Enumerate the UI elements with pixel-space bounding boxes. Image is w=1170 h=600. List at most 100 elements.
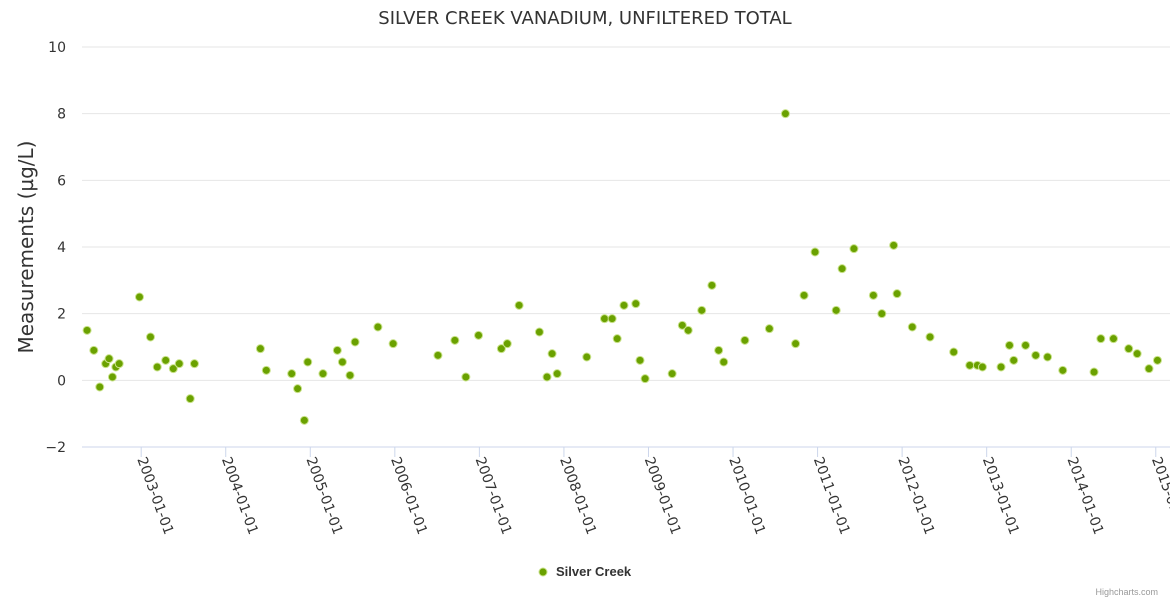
- x-axis-ticks: 2003-01-01 2004-01-01 2005-01-01 2006-01-01…: [133, 447, 1170, 537]
- x-tick-label: 2006-01-01: [387, 455, 430, 537]
- data-point[interactable]: [89, 345, 99, 355]
- x-tick-label: 2010-01-01: [725, 455, 768, 537]
- data-point[interactable]: [373, 322, 383, 332]
- data-point[interactable]: [683, 325, 693, 335]
- data-point[interactable]: [255, 344, 265, 354]
- data-point[interactable]: [134, 292, 144, 302]
- chart-title: SILVER CREEK VANADIUM, UNFILTERED TOTAL: [378, 8, 791, 29]
- data-point[interactable]: [996, 362, 1006, 372]
- data-point[interactable]: [95, 382, 105, 392]
- data-point[interactable]: [433, 350, 443, 360]
- data-point[interactable]: [461, 372, 471, 382]
- x-tick-label: 2008-01-01: [556, 455, 599, 537]
- data-point[interactable]: [764, 324, 774, 334]
- data-point[interactable]: [1144, 364, 1154, 374]
- data-point[interactable]: [145, 332, 155, 342]
- data-point[interactable]: [799, 290, 809, 300]
- data-point[interactable]: [810, 247, 820, 257]
- data-point[interactable]: [1058, 365, 1068, 375]
- data-point[interactable]: [977, 362, 987, 372]
- data-point[interactable]: [719, 357, 729, 367]
- data-point[interactable]: [600, 314, 610, 324]
- data-point[interactable]: [337, 357, 347, 367]
- data-point[interactable]: [582, 352, 592, 362]
- data-point[interactable]: [780, 109, 790, 119]
- data-point[interactable]: [791, 339, 801, 349]
- data-point[interactable]: [496, 344, 506, 354]
- legend[interactable]: Silver Creek: [538, 564, 632, 579]
- data-point[interactable]: [677, 320, 687, 330]
- data-point[interactable]: [892, 289, 902, 299]
- data-point[interactable]: [907, 322, 917, 332]
- data-point[interactable]: [667, 369, 677, 379]
- data-point[interactable]: [837, 264, 847, 274]
- data-point[interactable]: [640, 374, 650, 384]
- data-point[interactable]: [889, 240, 899, 250]
- data-point[interactable]: [965, 360, 975, 370]
- data-point[interactable]: [831, 305, 841, 315]
- data-point[interactable]: [514, 300, 524, 310]
- x-tick-label: 2013-01-01: [979, 455, 1022, 537]
- data-point[interactable]: [740, 335, 750, 345]
- data-point[interactable]: [619, 300, 629, 310]
- data-point[interactable]: [607, 314, 617, 324]
- data-point[interactable]: [303, 357, 313, 367]
- data-point[interactable]: [82, 325, 92, 335]
- data-point[interactable]: [1132, 349, 1142, 359]
- data-point[interactable]: [877, 309, 887, 319]
- y-axis-ticks: −2 0 2 4 6 8 10: [45, 40, 66, 456]
- data-point[interactable]: [299, 415, 309, 425]
- x-tick-label: 2007-01-01: [472, 455, 515, 537]
- data-point[interactable]: [697, 305, 707, 315]
- data-point[interactable]: [185, 394, 195, 404]
- data-point[interactable]: [925, 332, 935, 342]
- data-point[interactable]: [168, 364, 178, 374]
- data-point[interactable]: [318, 369, 328, 379]
- data-point[interactable]: [450, 335, 460, 345]
- data-point[interactable]: [534, 327, 544, 337]
- data-point[interactable]: [332, 345, 342, 355]
- data-point[interactable]: [1043, 352, 1053, 362]
- data-point[interactable]: [552, 369, 562, 379]
- data-point[interactable]: [350, 337, 360, 347]
- data-point[interactable]: [1096, 334, 1106, 344]
- data-point[interactable]: [1021, 340, 1031, 350]
- data-point[interactable]: [474, 330, 484, 340]
- data-point[interactable]: [1124, 344, 1134, 354]
- data-point[interactable]: [542, 372, 552, 382]
- data-point[interactable]: [502, 339, 512, 349]
- data-point[interactable]: [707, 280, 717, 290]
- data-point[interactable]: [152, 362, 162, 372]
- y-axis-label: Measurements (µg/L): [14, 141, 38, 354]
- data-point[interactable]: [104, 354, 114, 364]
- data-point[interactable]: [612, 334, 622, 344]
- data-point[interactable]: [631, 299, 641, 309]
- data-point[interactable]: [345, 370, 355, 380]
- data-point[interactable]: [1005, 340, 1015, 350]
- data-point[interactable]: [949, 347, 959, 357]
- data-point[interactable]: [635, 355, 645, 365]
- data-point[interactable]: [189, 359, 199, 369]
- data-point[interactable]: [868, 290, 878, 300]
- legend-label-silver-creek[interactable]: Silver Creek: [556, 564, 632, 579]
- data-point[interactable]: [161, 355, 171, 365]
- data-point[interactable]: [849, 244, 859, 254]
- data-point[interactable]: [714, 345, 724, 355]
- data-point[interactable]: [287, 369, 297, 379]
- data-point[interactable]: [1089, 367, 1099, 377]
- data-point[interactable]: [174, 359, 184, 369]
- data-point[interactable]: [107, 372, 117, 382]
- data-point[interactable]: [1108, 334, 1118, 344]
- data-point[interactable]: [547, 349, 557, 359]
- data-point[interactable]: [1009, 355, 1019, 365]
- data-point[interactable]: [1152, 355, 1162, 365]
- data-point[interactable]: [388, 339, 398, 349]
- data-point[interactable]: [261, 365, 271, 375]
- credits-link[interactable]: Highcharts.com: [1095, 587, 1158, 597]
- data-point[interactable]: [293, 384, 303, 394]
- data-point[interactable]: [114, 359, 124, 369]
- x-tick-label: 2015-01-01: [1148, 455, 1170, 537]
- data-point[interactable]: [1031, 350, 1041, 360]
- x-tick-label: 2005-01-01: [303, 455, 346, 537]
